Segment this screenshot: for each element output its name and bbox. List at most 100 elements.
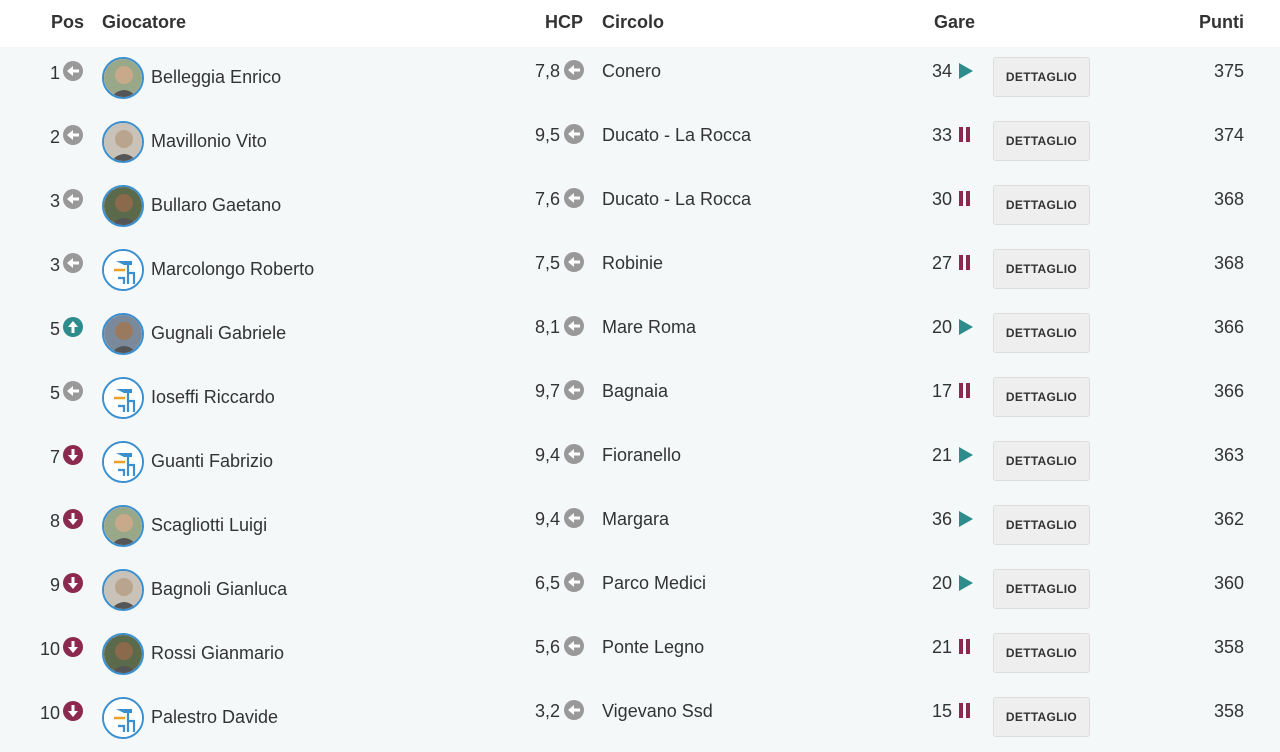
arrow-left-icon xyxy=(564,572,584,592)
avatar[interactable] xyxy=(102,121,144,163)
position-value: 10 xyxy=(39,703,60,723)
dettaglio-button[interactable]: DETTAGLIO xyxy=(993,633,1090,673)
dettaglio-button[interactable]: DETTAGLIO xyxy=(993,505,1090,545)
club-name: Ducato - La Rocca xyxy=(602,189,752,209)
avatar[interactable] xyxy=(102,505,144,547)
hcp-value: 3,2 xyxy=(534,701,560,721)
arrow-left-icon xyxy=(564,252,584,272)
dettaglio-button[interactable]: DETTAGLIO xyxy=(993,121,1090,161)
table-header: Pos Giocatore HCP Circolo Gare Punti xyxy=(0,0,1280,47)
player-name[interactable]: Belleggia Enrico xyxy=(151,67,282,87)
player-name[interactable]: Bullaro Gaetano xyxy=(151,195,282,215)
hcp-value: 8,1 xyxy=(534,317,560,337)
table-row: 9 Bagnoli Gianluca 6,5 Parco Medici 20 DETTAG… xyxy=(0,559,1280,623)
arrow-left-icon xyxy=(63,61,83,81)
arrow-left-icon xyxy=(63,253,83,273)
dettaglio-button[interactable]: DETTAGLIO xyxy=(993,569,1090,609)
gare-count: 36 xyxy=(931,509,952,529)
avatar[interactable] xyxy=(102,697,144,739)
player-name[interactable]: Bagnoli Gianluca xyxy=(151,579,288,599)
avatar[interactable] xyxy=(102,249,144,291)
table-body: 1 Belleggia Enrico 7,8 Conero 34 DETTAGLIO 375… xyxy=(0,47,1280,752)
hcp-value: 9,7 xyxy=(534,381,560,401)
header-punti[interactable]: Punti xyxy=(1199,12,1244,32)
position-value: 2 xyxy=(49,127,60,147)
arrow-left-icon xyxy=(564,124,584,144)
table-row: 5 Gugnali Gabriele 8,1 Mare Roma 20 DETTAGLIO… xyxy=(0,303,1280,367)
position-value: 3 xyxy=(49,191,60,211)
header-hcp[interactable]: HCP xyxy=(544,12,583,32)
hcp-value: 9,5 xyxy=(534,125,560,145)
club-name: Robinie xyxy=(602,253,664,273)
gare-count: 15 xyxy=(931,701,952,721)
avatar[interactable] xyxy=(102,185,144,227)
dettaglio-button[interactable]: DETTAGLIO xyxy=(993,185,1090,225)
player-name[interactable]: Scagliotti Luigi xyxy=(151,515,268,535)
play-icon xyxy=(957,573,975,593)
points-value: 375 xyxy=(1213,61,1244,81)
club-name: Margara xyxy=(602,509,670,529)
points-value: 368 xyxy=(1213,189,1244,209)
gare-count: 21 xyxy=(931,445,952,465)
header-player[interactable]: Giocatore xyxy=(102,12,187,32)
arrow-left-icon xyxy=(63,125,83,145)
player-name[interactable]: Gugnali Gabriele xyxy=(151,323,287,343)
arrow-left-icon xyxy=(564,60,584,80)
arrow-down-icon xyxy=(63,509,83,529)
position-value: 5 xyxy=(49,319,60,339)
header-pos[interactable]: Pos xyxy=(50,12,84,32)
table-row: 10 Palestro Davide 3,2 Vigevano Ssd 15 DETTAG… xyxy=(0,687,1280,751)
avatar[interactable] xyxy=(102,313,144,355)
dettaglio-button[interactable]: DETTAGLIO xyxy=(993,57,1090,97)
pause-icon xyxy=(957,637,975,657)
arrow-left-icon xyxy=(564,636,584,656)
dettaglio-button[interactable]: DETTAGLIO xyxy=(993,441,1090,481)
player-name[interactable]: Mavillonio Vito xyxy=(151,131,267,151)
hcp-value: 7,5 xyxy=(534,253,560,273)
dettaglio-button[interactable]: DETTAGLIO xyxy=(993,313,1090,353)
club-name: Ducato - La Rocca xyxy=(602,125,752,145)
club-name: Conero xyxy=(602,61,662,81)
play-icon xyxy=(957,61,975,81)
points-value: 358 xyxy=(1213,637,1244,657)
arrow-down-icon xyxy=(63,701,83,721)
club-name: Fioranello xyxy=(602,445,682,465)
points-value: 374 xyxy=(1213,125,1244,145)
table-row: 8 Scagliotti Luigi 9,4 Margara 36 DETTAGLIO 36… xyxy=(0,495,1280,559)
arrow-left-icon xyxy=(63,189,83,209)
player-name[interactable]: Ioseffi Riccardo xyxy=(151,387,275,407)
table-row: 1 Belleggia Enrico 7,8 Conero 34 DETTAGLIO 375 xyxy=(0,47,1280,111)
hcp-value: 7,6 xyxy=(534,189,560,209)
header-gare[interactable]: Gare xyxy=(934,12,976,32)
dettaglio-button[interactable]: DETTAGLIO xyxy=(993,377,1090,417)
arrow-up-icon xyxy=(63,317,83,337)
player-name[interactable]: Rossi Gianmario xyxy=(151,643,285,663)
hcp-value: 9,4 xyxy=(534,509,560,529)
position-value: 7 xyxy=(49,447,60,467)
club-name: Mare Roma xyxy=(602,317,697,337)
avatar[interactable] xyxy=(102,57,144,99)
avatar[interactable] xyxy=(102,377,144,419)
avatar[interactable] xyxy=(102,569,144,611)
dettaglio-button[interactable]: DETTAGLIO xyxy=(993,249,1090,289)
arrow-left-icon xyxy=(564,508,584,528)
arrow-down-icon xyxy=(63,445,83,465)
player-name[interactable]: Marcolongo Roberto xyxy=(151,259,315,279)
avatar[interactable] xyxy=(102,633,144,675)
position-value: 10 xyxy=(39,639,60,659)
points-value: 363 xyxy=(1213,445,1244,465)
club-name: Vigevano Ssd xyxy=(602,701,713,721)
dettaglio-button[interactable]: DETTAGLIO xyxy=(993,697,1090,737)
play-icon xyxy=(957,445,975,465)
player-name[interactable]: Guanti Fabrizio xyxy=(151,451,274,471)
points-value: 368 xyxy=(1213,253,1244,273)
table-row: 3 Bullaro Gaetano 7,6 Ducato - La Rocca 30 DE… xyxy=(0,175,1280,239)
pause-icon xyxy=(957,125,975,145)
points-value: 360 xyxy=(1213,573,1244,593)
table-row: 2 Mavillonio Vito 9,5 Ducato - La Rocca 33 DE… xyxy=(0,111,1280,175)
avatar[interactable] xyxy=(102,441,144,483)
club-name: Parco Medici xyxy=(602,573,707,593)
player-name[interactable]: Palestro Davide xyxy=(151,707,279,727)
header-club[interactable]: Circolo xyxy=(602,12,665,32)
